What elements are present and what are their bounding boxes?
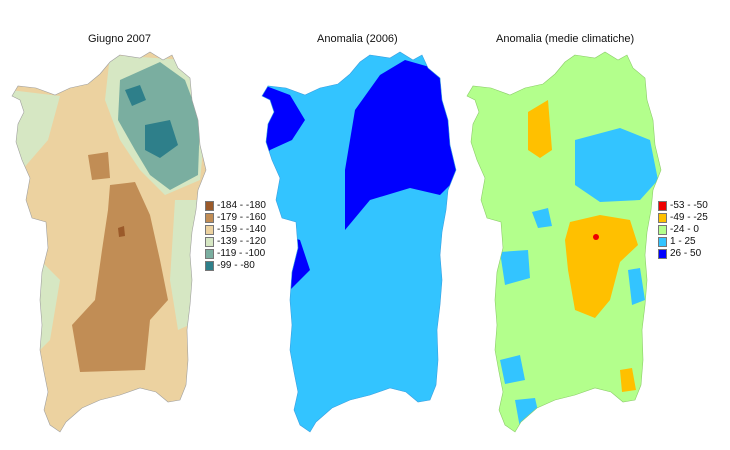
legend-swatch <box>205 201 214 211</box>
legend-label: -159 - -140 <box>217 224 266 235</box>
legend-item: -159 - -140 <box>205 224 266 236</box>
map-title-giugno: Giugno 2007 <box>88 33 151 45</box>
legend-item: -49 - -25 <box>658 212 708 224</box>
map-anomalia-medie <box>467 52 661 432</box>
legend-label: -49 - -25 <box>670 212 708 223</box>
legend-label: -53 - -50 <box>670 200 708 211</box>
legend-item: -139 - -120 <box>205 236 266 248</box>
legend-swatch <box>205 225 214 235</box>
m3-orange-se <box>620 368 636 392</box>
legend-swatch <box>205 249 214 259</box>
legend-item: 1 - 25 <box>658 236 708 248</box>
m1-darkteal-b <box>125 85 146 106</box>
legend-item: -24 - 0 <box>658 224 708 236</box>
legend-swatch <box>658 225 667 235</box>
map-anomalia-2006 <box>262 52 456 432</box>
map-title-anomalia-2006: Anomalia (2006) <box>317 33 398 45</box>
m3-orange-center <box>565 215 638 318</box>
m3-red-spot <box>593 234 599 240</box>
m3-orange-nw <box>528 100 552 158</box>
map-giugno-2007 <box>12 52 206 432</box>
legend-item: -184 - -180 <box>205 200 266 212</box>
legend-swatch <box>658 213 667 223</box>
legend-item: -53 - -50 <box>658 200 708 212</box>
m2-northeast <box>345 60 456 230</box>
legend-medie: -53 - -50 -49 - -25 -24 - 0 1 - 25 26 - … <box>658 200 708 260</box>
legend-swatch <box>205 261 214 271</box>
m2-south <box>262 375 290 410</box>
m3-blue-e <box>628 268 645 305</box>
legend-item: -119 - -100 <box>205 248 266 260</box>
legend-item: -99 - -80 <box>205 260 266 272</box>
m1-brown-main <box>72 182 168 372</box>
legend-swatch <box>205 213 214 223</box>
legend-label: -184 - -180 <box>217 200 266 211</box>
legend-label: 1 - 25 <box>670 236 696 247</box>
m1-darkteal-a <box>145 120 178 158</box>
m1-brown-small <box>88 152 110 180</box>
legend-item: 26 - 50 <box>658 248 708 260</box>
m3-blue-w1 <box>532 208 552 228</box>
m3-blue-sw <box>500 355 525 384</box>
legend-label: -99 - -80 <box>217 260 255 271</box>
legend-swatch <box>658 237 667 247</box>
m3-blue-w2 <box>500 250 530 285</box>
legend-giugno: -184 - -180 -179 - -160 -159 - -140 -139… <box>205 200 266 272</box>
legend-item: -179 - -160 <box>205 212 266 224</box>
legend-label: -179 - -160 <box>217 212 266 223</box>
legend-label: -119 - -100 <box>217 248 266 259</box>
legend-label: -24 - 0 <box>670 224 699 235</box>
legend-swatch <box>658 201 667 211</box>
m3-blue-ne <box>575 128 658 202</box>
m1-coast-e <box>170 200 206 330</box>
legend-swatch <box>205 237 214 247</box>
legend-swatch <box>658 249 667 259</box>
legend-label: -139 - -120 <box>217 236 266 247</box>
legend-label: 26 - 50 <box>670 248 702 259</box>
m1-darkbrown <box>118 226 125 237</box>
map-title-anomalia-medie: Anomalia (medie climatiche) <box>496 33 635 45</box>
